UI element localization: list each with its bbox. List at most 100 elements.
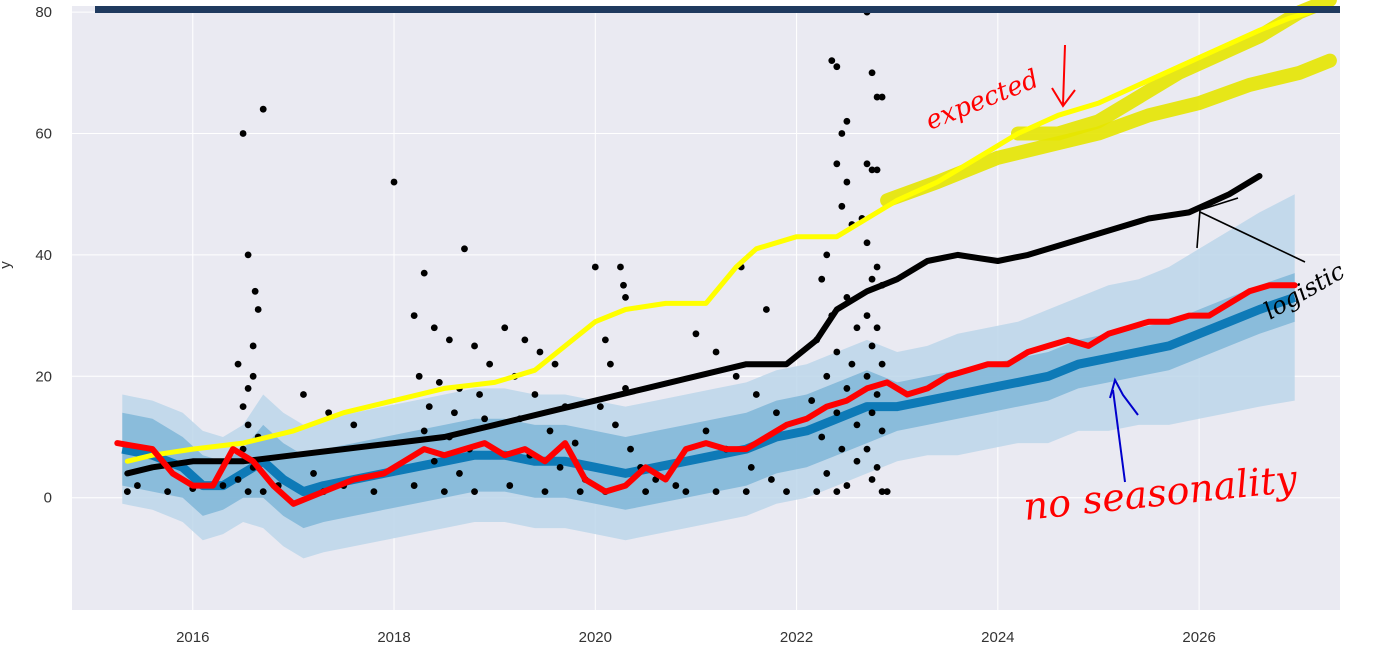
- observed-point: [471, 488, 478, 496]
- observed-point: [325, 409, 333, 417]
- y-axis-label: y: [0, 261, 14, 269]
- observed-point: [838, 445, 846, 453]
- observed-point: [420, 427, 428, 435]
- observed-point: [546, 427, 554, 435]
- observed-point: [456, 470, 463, 477]
- top-frame-bar: [95, 6, 1340, 13]
- observed-point: [642, 488, 650, 496]
- forecast-line: [121, 293, 1297, 497]
- observed-point: [773, 409, 780, 417]
- observed-point: [823, 470, 831, 477]
- observed-point: [541, 488, 549, 496]
- observed-point: [486, 360, 494, 368]
- observed-point: [254, 306, 262, 313]
- observed-point: [818, 275, 826, 283]
- observed-point: [833, 488, 841, 496]
- observed-point: [591, 263, 599, 271]
- observed-point: [873, 166, 881, 174]
- observed-point: [420, 269, 428, 277]
- observed-point: [249, 342, 257, 350]
- y-axis-ticks: 0 20 40 60 80: [35, 4, 52, 507]
- observed-point: [823, 372, 831, 380]
- observed-point: [863, 372, 871, 380]
- observed-point: [430, 457, 438, 465]
- observed-point: [606, 360, 614, 368]
- x-tick-label: 2016: [176, 629, 209, 646]
- observed-point: [878, 488, 886, 496]
- observed-point: [838, 202, 846, 210]
- observed-point: [868, 166, 876, 174]
- x-tick-label: 2020: [579, 629, 612, 646]
- observed-point: [783, 488, 790, 496]
- observed-point: [259, 105, 267, 113]
- observed-point: [390, 178, 398, 186]
- observed-point: [571, 439, 579, 447]
- observed-point: [501, 324, 509, 332]
- observed-point: [878, 93, 886, 101]
- red-no-seasonality-curve: [114, 282, 1298, 507]
- observed-point: [239, 403, 247, 411]
- observed-point: [244, 421, 252, 429]
- observed-point: [732, 372, 740, 380]
- observed-point: [576, 488, 584, 496]
- observed-point: [219, 482, 227, 489]
- observed-point: [843, 117, 851, 125]
- observed-point: [244, 488, 252, 496]
- observed-point: [617, 263, 624, 271]
- observed-point: [823, 251, 831, 259]
- observed-point: [747, 463, 755, 471]
- observed-point: [164, 488, 172, 496]
- observed-point: [622, 293, 629, 301]
- observed-point: [440, 488, 448, 496]
- observed-point: [239, 130, 247, 137]
- observed-point: [556, 463, 564, 471]
- observed-point: [868, 409, 876, 417]
- observed-point: [244, 385, 252, 392]
- observed-point: [536, 348, 544, 356]
- top-bar: [95, 6, 1340, 13]
- observed-point: [506, 482, 514, 489]
- logistic-pointer: [1196, 197, 1306, 263]
- y-tick-label: 60: [35, 125, 52, 142]
- observed-point: [762, 306, 770, 313]
- observed-point: [883, 488, 891, 496]
- observed-point: [843, 482, 851, 489]
- observed-point: [350, 421, 358, 429]
- observed-point: [601, 336, 609, 344]
- observed-point: [259, 488, 267, 496]
- observed-point: [551, 360, 559, 368]
- observed-point: [833, 348, 841, 356]
- observed-point: [234, 476, 242, 483]
- observed-point: [712, 488, 720, 496]
- observed-point: [878, 360, 886, 368]
- black-logistic-curve: [124, 173, 1263, 477]
- observed-point: [843, 385, 851, 392]
- y-tick-label: 0: [44, 490, 52, 507]
- observed-point: [410, 482, 418, 489]
- observed-point: [868, 342, 876, 350]
- observed-point: [833, 160, 841, 168]
- x-axis-ticks: 2016 2018 2020 2022 2024 2026: [176, 629, 1216, 646]
- observed-point: [838, 130, 846, 137]
- x-tick-label: 2026: [1182, 629, 1215, 646]
- observed-point: [863, 160, 871, 168]
- observed-point: [853, 421, 861, 429]
- x-tick-label: 2022: [780, 629, 813, 646]
- observed-point: [521, 336, 529, 344]
- observed-point: [435, 378, 443, 386]
- yellow-band-lower-curve: [880, 53, 1337, 208]
- expected-arrow: [1051, 44, 1076, 108]
- observed-point: [863, 445, 871, 453]
- observed-point: [481, 415, 489, 423]
- y-tick-label: 20: [35, 368, 52, 385]
- observed-point: [863, 312, 871, 319]
- observed-point: [300, 391, 307, 398]
- observed-point: [873, 93, 881, 101]
- observed-point: [868, 476, 876, 483]
- observed-point: [833, 63, 841, 71]
- observed-point: [627, 445, 634, 453]
- observed-point: [828, 57, 836, 65]
- observed-point: [692, 330, 700, 338]
- forecast-line-group: [121, 293, 1297, 497]
- observed-point: [425, 403, 433, 411]
